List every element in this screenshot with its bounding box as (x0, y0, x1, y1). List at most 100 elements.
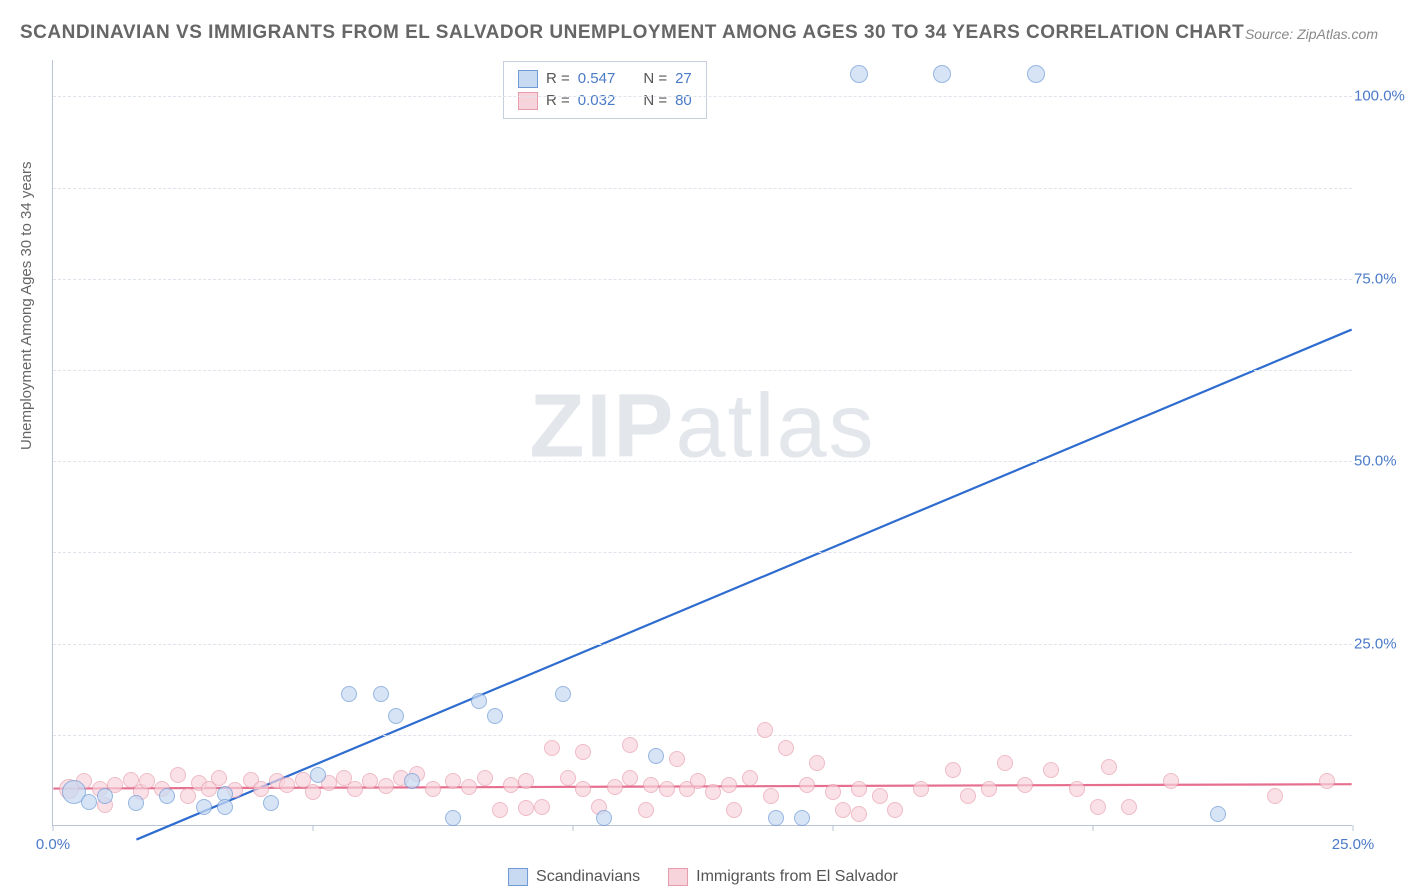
data-point (1090, 799, 1106, 815)
gridline-h (53, 644, 1352, 645)
data-point (690, 773, 706, 789)
legend-row-pink: R = 0.032 N = 80 (518, 90, 692, 112)
data-point (560, 770, 576, 786)
data-point (669, 751, 685, 767)
data-point (310, 767, 326, 783)
data-point (887, 802, 903, 818)
gridline-h (53, 461, 1352, 462)
data-point (503, 777, 519, 793)
data-point (850, 65, 868, 83)
gridline-h-minor (53, 188, 1352, 189)
data-point (1069, 781, 1085, 797)
swatch-blue (508, 868, 528, 886)
series-label-pink: Immigrants from El Salvador (696, 868, 898, 886)
data-point (622, 737, 638, 753)
data-point (1101, 759, 1117, 775)
data-point (555, 686, 571, 702)
data-point (607, 779, 623, 795)
data-point (425, 781, 441, 797)
chart-title: SCANDINAVIAN VS IMMIGRANTS FROM EL SALVA… (20, 22, 1244, 44)
data-point (1267, 788, 1283, 804)
data-point (913, 781, 929, 797)
n-label-blue: N = (643, 68, 667, 90)
data-point (835, 802, 851, 818)
data-point (1017, 777, 1033, 793)
source-label: Source: ZipAtlas.com (1245, 26, 1378, 42)
data-point (851, 781, 867, 797)
legend-item-blue: Scandinavians (508, 868, 640, 886)
trend-lines-layer (53, 60, 1352, 825)
data-point (768, 810, 784, 826)
plot-area: ZIPatlas R = 0.547 N = 27 R = 0.032 N = … (52, 60, 1352, 826)
swatch-pink (518, 92, 538, 110)
data-point (196, 799, 212, 815)
data-point (263, 795, 279, 811)
swatch-pink (668, 868, 688, 886)
data-point (1027, 65, 1045, 83)
data-point (378, 778, 394, 794)
data-point (981, 781, 997, 797)
stats-legend: R = 0.547 N = 27 R = 0.032 N = 80 (503, 61, 707, 119)
data-point (97, 788, 113, 804)
x-tick-label: 25.0% (1332, 836, 1375, 853)
x-tick-label: 0.0% (36, 836, 70, 853)
y-tick-label: 25.0% (1354, 635, 1402, 652)
r-value-pink: 0.032 (578, 90, 616, 112)
data-point (487, 708, 503, 724)
data-point (997, 755, 1013, 771)
legend-row-blue: R = 0.547 N = 27 (518, 68, 692, 90)
x-tick (53, 825, 54, 831)
data-point (159, 788, 175, 804)
x-tick (313, 825, 314, 831)
x-tick (573, 825, 574, 831)
data-point (1043, 762, 1059, 778)
gridline-h-minor (53, 735, 1352, 736)
data-point (742, 770, 758, 786)
data-point (575, 781, 591, 797)
data-point (217, 799, 233, 815)
data-point (461, 779, 477, 795)
data-point (211, 770, 227, 786)
data-point (445, 773, 461, 789)
y-tick-label: 50.0% (1354, 453, 1402, 470)
y-tick-label: 75.0% (1354, 270, 1402, 287)
data-point (726, 802, 742, 818)
data-point (799, 777, 815, 793)
data-point (471, 693, 487, 709)
data-point (373, 686, 389, 702)
trend-line (136, 330, 1351, 840)
data-point (659, 781, 675, 797)
data-point (279, 777, 295, 793)
data-point (388, 708, 404, 724)
gridline-h (53, 96, 1352, 97)
data-point (757, 722, 773, 738)
data-point (404, 773, 420, 789)
data-point (778, 740, 794, 756)
data-point (170, 767, 186, 783)
data-point (809, 755, 825, 771)
data-point (253, 781, 269, 797)
n-value-pink: 80 (675, 90, 692, 112)
data-point (518, 773, 534, 789)
r-label-blue: R = (546, 68, 570, 90)
data-point (81, 794, 97, 810)
r-label-pink: R = (546, 90, 570, 112)
watermark: ZIPatlas (529, 376, 875, 479)
n-value-blue: 27 (675, 68, 692, 90)
y-tick-label: 100.0% (1354, 88, 1402, 105)
x-tick (833, 825, 834, 831)
data-point (544, 740, 560, 756)
data-point (596, 810, 612, 826)
r-value-blue: 0.547 (578, 68, 616, 90)
series-legend: Scandinavians Immigrants from El Salvado… (508, 868, 898, 886)
data-point (1121, 799, 1137, 815)
data-point (445, 810, 461, 826)
data-point (347, 781, 363, 797)
data-point (534, 799, 550, 815)
gridline-h (53, 279, 1352, 280)
data-point (341, 686, 357, 702)
x-tick (1353, 825, 1354, 831)
data-point (794, 810, 810, 826)
data-point (872, 788, 888, 804)
data-point (362, 773, 378, 789)
